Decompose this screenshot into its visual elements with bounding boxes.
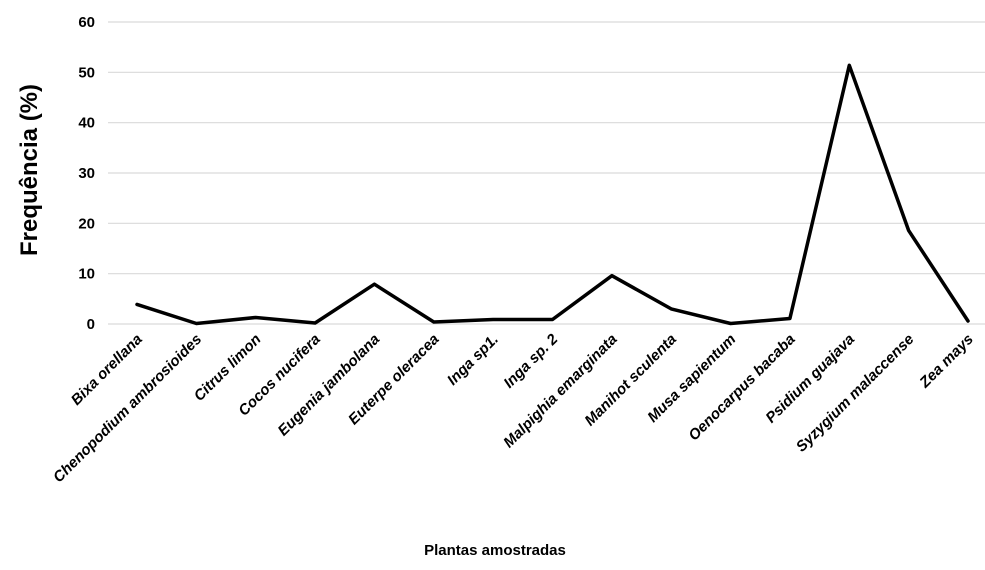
x-tick-label: Inga sp. 2 <box>500 330 561 391</box>
x-tick-label: Inga sp1. <box>444 331 502 389</box>
y-tick-label: 20 <box>78 215 95 232</box>
x-axis-title: Plantas amostradas <box>424 542 566 559</box>
y-tick-labels: 0 10 20 30 40 50 60 <box>78 14 95 333</box>
x-tick-label: Oenocarpus bacaba <box>685 331 798 444</box>
y-tick-label: 30 <box>78 165 95 182</box>
x-tick-label: Syzygium malaccense <box>793 331 918 456</box>
y-axis-title: Frequência (%) <box>16 84 43 256</box>
y-tick-label: 0 <box>87 316 95 333</box>
x-tick-label: Malpighia emarginata <box>500 331 620 451</box>
y-tick-label: 10 <box>78 266 95 283</box>
y-tick-label: 60 <box>78 14 95 31</box>
x-tick-label: Zea mays <box>916 331 977 392</box>
series-layer <box>135 63 970 326</box>
y-tick-label: 50 <box>78 64 95 81</box>
series-line-0 <box>135 63 970 326</box>
y-tick-label: 40 <box>78 115 95 132</box>
x-tick-label: Eugenia jambolana <box>275 331 384 440</box>
gridlines <box>108 21 985 325</box>
